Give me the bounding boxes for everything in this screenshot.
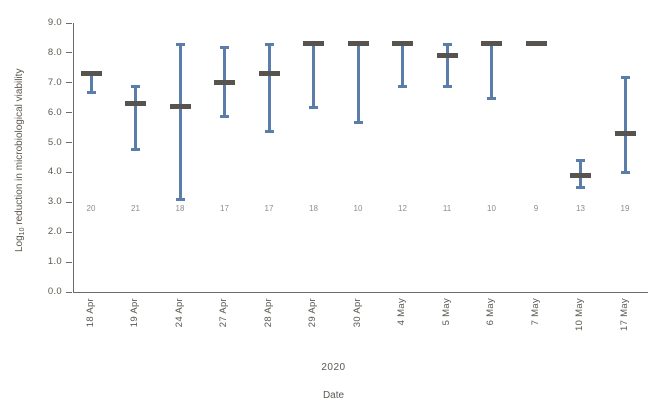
- y-tick-label: 3.0: [47, 196, 62, 208]
- count-label: 10: [353, 204, 363, 213]
- whisker-line: [623, 76, 627, 173]
- whisker-cap-bottom: [487, 96, 496, 100]
- x-tick-label: 17 May: [618, 298, 630, 331]
- y-tick-mark: [66, 201, 72, 203]
- y-tick-mark: [66, 261, 72, 263]
- x-tick-label: 5 May: [440, 298, 452, 326]
- x-tick-label: 19 Apr: [129, 298, 140, 328]
- x-tick-label: 28 Apr: [262, 298, 274, 328]
- x-tick-label: 18 Apr: [84, 298, 96, 328]
- whisker-line: [312, 43, 315, 107]
- count-label: 17: [220, 204, 229, 213]
- y-tick-label: 6.0: [47, 106, 62, 118]
- mean-marker: [125, 101, 146, 107]
- whisker-line: [134, 85, 137, 149]
- count-label: 10: [487, 204, 496, 213]
- whisker-cap-top: [175, 42, 185, 46]
- x-tick-label: 27 Apr: [218, 298, 229, 328]
- mean-marker: [570, 172, 591, 178]
- x-tick-label: 7 May: [529, 298, 541, 326]
- mean-marker: [214, 80, 235, 86]
- whisker-cap-bottom: [309, 105, 318, 109]
- y-tick-label: 2.0: [47, 226, 62, 238]
- whisker-line: [445, 43, 449, 86]
- count-label: 21: [131, 204, 140, 213]
- y-axis-title: Log10 reduction in microbiological viabi…: [14, 40, 26, 280]
- mean-marker: [80, 71, 102, 77]
- count-label: 9: [533, 204, 539, 213]
- mean-marker: [303, 41, 324, 47]
- count-label: 18: [175, 204, 185, 213]
- whisker-cap-top: [220, 45, 229, 49]
- y-axis-title-prefix: Log: [14, 235, 25, 252]
- x-axis-title: Date: [322, 390, 345, 401]
- whisker-cap-top: [576, 159, 585, 163]
- mean-marker: [169, 104, 191, 110]
- whisker-cap-bottom: [220, 114, 229, 118]
- x-tick-label: 4 May: [396, 298, 407, 326]
- whisker-cap-bottom: [264, 129, 274, 133]
- mean-marker: [436, 53, 458, 59]
- count-label: 11: [442, 204, 452, 213]
- plot-area: 0.0 1.0 2.0 3.0 4.0 5.0 6.0 7.0 8.0 9.0 20 18 Apr 21…: [48, 17, 648, 331]
- whisker-line: [401, 43, 404, 86]
- whisker-cap-bottom: [620, 171, 630, 175]
- count-label: 18: [309, 204, 318, 213]
- y-tick-mark: [66, 142, 72, 144]
- whisker-cap-top: [131, 84, 140, 88]
- x-tick-label: 6 May: [485, 298, 496, 326]
- mean-marker: [525, 41, 547, 47]
- count-label: 12: [398, 204, 407, 213]
- mean-marker: [392, 41, 413, 47]
- y-tick-mark: [66, 82, 72, 84]
- whisker-line: [490, 43, 493, 98]
- y-tick-mark: [66, 52, 72, 54]
- y-tick-label: 5.0: [47, 136, 62, 148]
- x-tick-label: 10 May: [574, 298, 585, 331]
- mean-marker: [347, 41, 369, 47]
- whisker-line: [89, 73, 93, 92]
- count-label: 17: [264, 204, 274, 213]
- y-axis-title-subscript: 10: [19, 227, 26, 236]
- y-tick-mark: [66, 22, 72, 24]
- count-label: 13: [576, 204, 585, 213]
- whisker-cap-bottom: [353, 120, 363, 124]
- whisker-cap-top: [264, 42, 274, 46]
- y-tick-mark: [66, 112, 72, 114]
- y-axis-title-rest: reduction in microbiological viability: [14, 68, 25, 228]
- mean-marker: [481, 41, 502, 47]
- y-tick-label: 0.0: [47, 286, 62, 297]
- whisker-cap-bottom: [398, 84, 407, 88]
- x-axis-year-label: 2020: [321, 362, 346, 373]
- y-tick-label: 8.0: [47, 46, 62, 58]
- count-label: 19: [620, 204, 630, 213]
- whisker-cap-bottom: [442, 84, 452, 88]
- whisker-cap-bottom: [175, 198, 185, 202]
- x-tick-label: 29 Apr: [307, 298, 318, 328]
- y-tick-mark: [66, 171, 72, 173]
- y-tick-label: 4.0: [47, 166, 62, 178]
- y-tick-label: 7.0: [47, 76, 62, 88]
- y-tick-mark: [66, 231, 72, 233]
- whisker-cap-bottom: [86, 90, 96, 94]
- x-tick-label: 30 Apr: [351, 298, 363, 328]
- whisker-cap-top: [442, 42, 452, 46]
- whisker-cap-bottom: [131, 147, 140, 151]
- x-tick-label: 24 Apr: [173, 298, 185, 328]
- mean-marker: [258, 71, 280, 77]
- mean-marker: [614, 131, 636, 137]
- y-tick-mark: [66, 291, 72, 293]
- whisker-line: [178, 43, 182, 200]
- whisker-line: [356, 43, 360, 122]
- y-tick-label: 9.0: [47, 17, 62, 28]
- y-tick-label: 1.0: [47, 256, 62, 268]
- whisker-line: [267, 43, 271, 131]
- whisker-cap-bottom: [576, 186, 585, 190]
- whisker-cap-top: [620, 75, 630, 79]
- count-label: 20: [86, 204, 96, 213]
